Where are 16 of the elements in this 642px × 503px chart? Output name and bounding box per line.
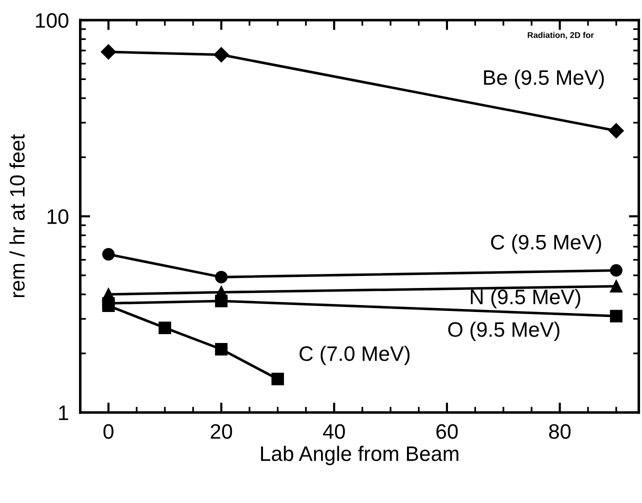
y-axis-title: rem / hr at 10 feet	[9, 134, 25, 298]
x-tick-label: 60	[436, 424, 458, 439]
y-tick-label: 1	[59, 406, 68, 420]
y-tick-label: 100	[36, 13, 68, 28]
x-tick-label: 80	[549, 424, 571, 439]
y-tick-label: 10	[48, 209, 68, 224]
annotation: Radiation, 2D for	[528, 32, 594, 40]
series-label: C (7.0 MeV)	[300, 346, 410, 366]
series-label: O (9.5 MeV)	[448, 322, 560, 342]
x-tick-label: 40	[323, 424, 345, 439]
legend-label: Be (9.5 MeV)	[484, 70, 604, 90]
x-tick-label: 20	[210, 424, 232, 439]
x-tick-label: 0	[103, 424, 114, 439]
x-axis-title: Lab Angle from Beam	[261, 446, 458, 466]
legend-label: C (9.5 MeV)	[491, 234, 602, 254]
series-label: N (9.5 MeV)	[470, 289, 580, 308]
